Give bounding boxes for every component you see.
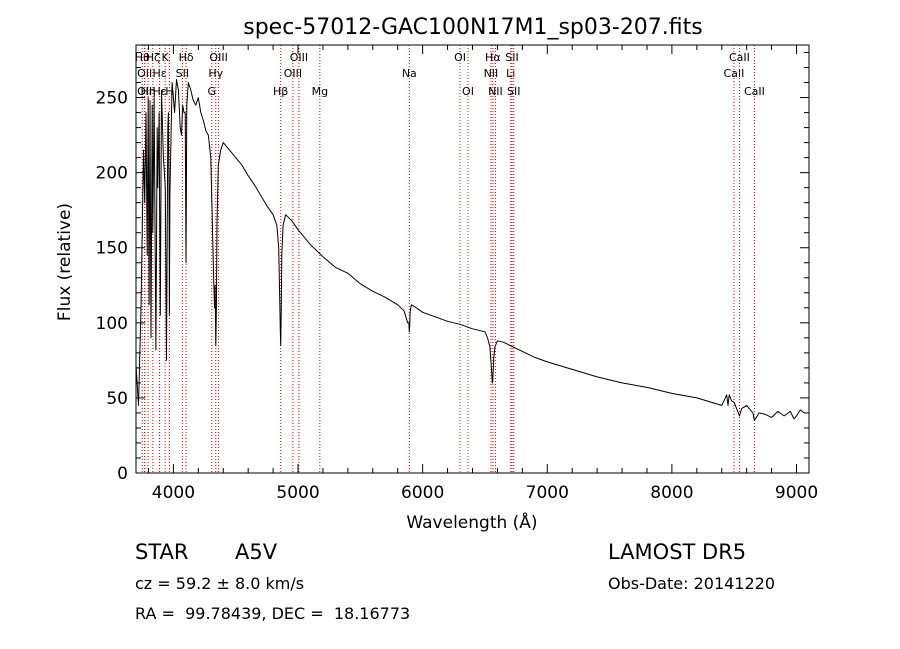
line-label-2: OII xyxy=(137,85,152,98)
object-class: STAR xyxy=(135,540,189,564)
line-label-3: Hη xyxy=(140,85,155,98)
x-axis: 4000 5000 6000 7000 8000 9000 xyxy=(147,45,818,503)
x-tick-label: 8000 xyxy=(650,483,693,503)
line-label-11: G xyxy=(208,85,217,98)
observation-date: Obs-Date: 20141220 xyxy=(608,574,776,593)
line-label-24: Li xyxy=(506,67,515,80)
line-label-0: Hθ xyxy=(135,51,150,64)
chart-title: spec-57012-GAC100N17M1_sp03-207.fits xyxy=(243,15,703,40)
y-tick-label: 100 xyxy=(96,314,128,334)
y-tick-label: 250 xyxy=(96,89,128,109)
line-label-21: NII xyxy=(484,67,499,80)
line-label-18: Na xyxy=(402,67,417,80)
x-tick-label: 9000 xyxy=(775,483,818,503)
line-label-10: Hδ xyxy=(179,51,194,64)
line-label-5: Hε xyxy=(152,67,166,80)
line-label-4: Hζ xyxy=(146,51,160,64)
survey-label: LAMOST DR5 xyxy=(608,540,747,564)
line-label-9: SII xyxy=(176,67,189,80)
object-subclass: A5V xyxy=(235,540,278,564)
line-label-28: CaII xyxy=(729,51,750,64)
line-label-20: OI xyxy=(462,85,474,98)
line-label-15: OIII xyxy=(284,67,302,80)
y-tick-label: 200 xyxy=(96,164,128,184)
x-axis-label: Wavelength (Å) xyxy=(406,511,537,533)
line-label-16: OIII xyxy=(290,51,308,64)
line-label-23: NII xyxy=(488,85,503,98)
redshift-velocity: cz = 59.2 ± 8.0 km/s xyxy=(135,574,305,593)
line-label-17: Mg xyxy=(312,85,328,98)
line-label-29: CaII xyxy=(744,85,765,98)
y-axis: 0 50 100 150 200 250 xyxy=(96,52,809,484)
plot-frame xyxy=(135,44,810,474)
spectrum-line-0 xyxy=(135,79,805,421)
line-label-6: Hε xyxy=(152,85,166,98)
line-label-22: Hα xyxy=(485,51,501,64)
spectrum-series xyxy=(135,79,805,421)
line-label-27: CaII xyxy=(724,67,745,80)
y-axis-label: Flux (relative) xyxy=(55,203,75,321)
coordinates: RA = 99.78439, DEC = 18.16773 xyxy=(135,604,411,623)
line-label-26: SII xyxy=(507,85,520,98)
line-label-8: H xyxy=(165,85,173,98)
x-tick-label: 6000 xyxy=(401,483,444,503)
line-label-14: Hβ xyxy=(273,85,288,98)
line-label-13: OIII xyxy=(209,51,227,64)
y-tick-label: 0 xyxy=(117,464,128,484)
y-tick-label: 50 xyxy=(106,389,128,409)
x-tick-label: 5000 xyxy=(276,483,319,503)
x-tick-label: 4000 xyxy=(152,483,195,503)
line-label-19: OI xyxy=(454,51,466,64)
line-label-7: K xyxy=(162,51,170,64)
line-label-1: OII xyxy=(137,67,152,80)
spectral-line-markers: HθOIIOIIHηHζHεHεKHSIIHδGHγOIIIHβOIIIOIII… xyxy=(135,45,765,473)
line-label-25: SII xyxy=(505,51,518,64)
line-label-12: Hγ xyxy=(208,67,223,80)
x-tick-label: 7000 xyxy=(526,483,569,503)
y-tick-label: 150 xyxy=(96,239,128,259)
